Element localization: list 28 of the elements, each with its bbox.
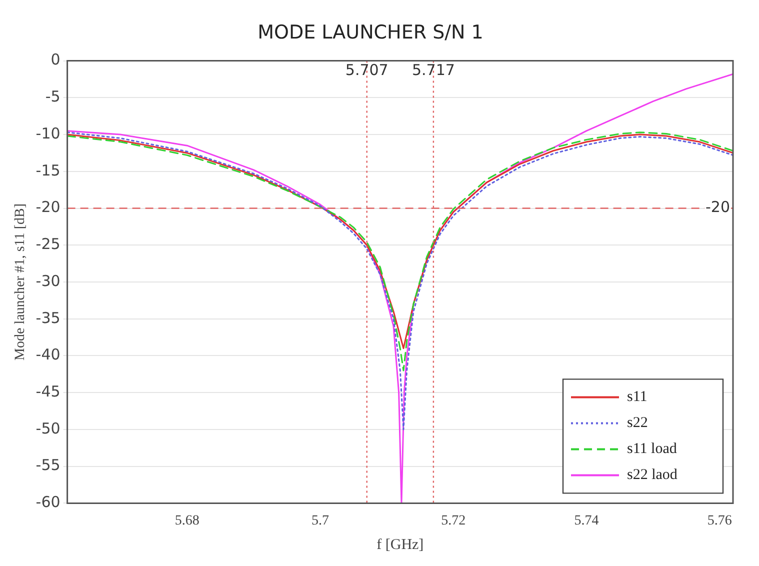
y-tick-label: -5 bbox=[45, 88, 60, 106]
y-tick-label: -30 bbox=[36, 272, 60, 290]
x-tick-label: 5.7 bbox=[312, 513, 330, 528]
ref-line-label: -20 bbox=[706, 198, 730, 216]
ref-line-label: 5.717 bbox=[412, 61, 455, 80]
x-tick-label: 5.76 bbox=[707, 513, 732, 528]
y-tick-label: -35 bbox=[36, 308, 60, 327]
x-tick-label: 5.72 bbox=[441, 513, 466, 528]
y-tick-label: -50 bbox=[36, 419, 60, 438]
legend-label: s11 bbox=[627, 389, 648, 406]
y-tick-label: -45 bbox=[36, 382, 60, 400]
x-axis-title: f [GHz] bbox=[376, 536, 424, 553]
x-tick-label: 5.68 bbox=[174, 513, 200, 528]
x-tick-label: 5.74 bbox=[574, 513, 599, 528]
legend-label: s22 bbox=[627, 415, 648, 432]
legend-label: s11 load bbox=[627, 441, 678, 458]
y-tick-label: -25 bbox=[36, 235, 60, 254]
chart-title: MODE LAUNCHER S/N 1 bbox=[258, 21, 484, 44]
y-tick-label: -10 bbox=[36, 124, 60, 142]
y-tick-label: -40 bbox=[36, 346, 60, 364]
y-tick-label: -20 bbox=[36, 198, 60, 216]
y-tick-label: -55 bbox=[36, 456, 60, 474]
y-tick-label: -15 bbox=[36, 161, 60, 180]
legend-label: s22 laod bbox=[627, 467, 678, 484]
y-tick-label: -60 bbox=[36, 493, 60, 512]
ref-line-label: 5.707 bbox=[345, 61, 388, 80]
y-tick-label: 0 bbox=[50, 50, 60, 69]
y-axis-title: Mode launcher #1, s11 [dB] bbox=[13, 204, 28, 360]
